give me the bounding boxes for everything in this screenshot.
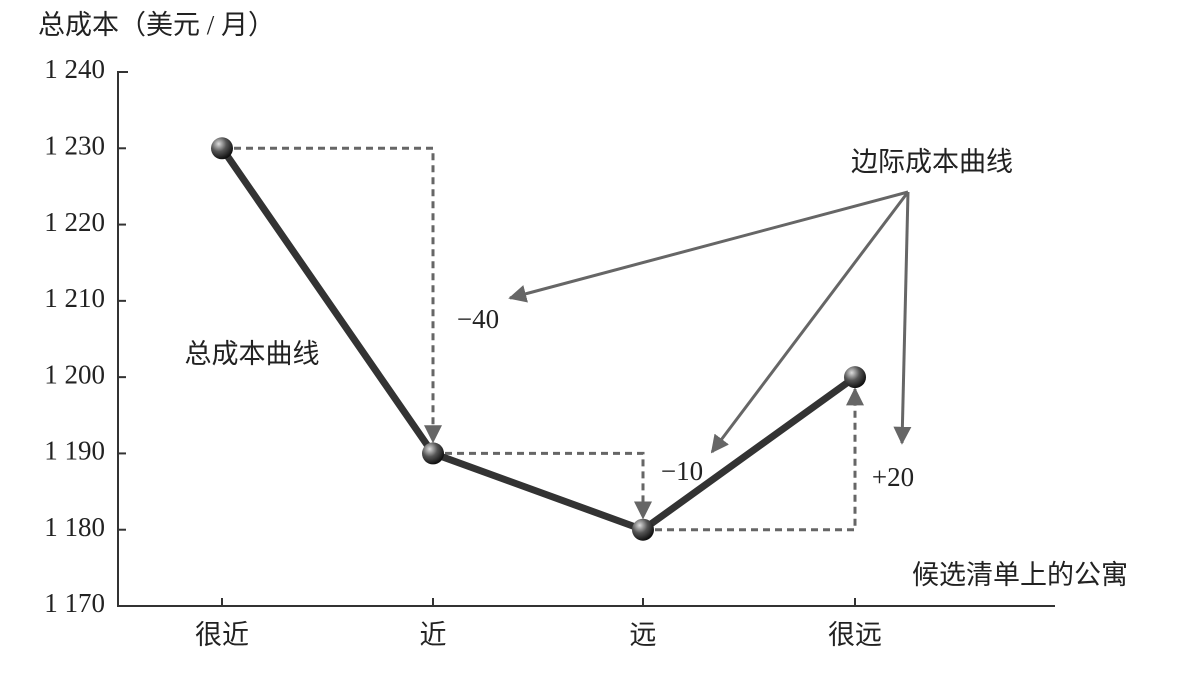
marginal-arrows <box>508 190 912 454</box>
x-tick-label: 远 <box>630 620 657 650</box>
point <box>211 137 233 160</box>
y-tick-label: 1 170 <box>44 588 105 618</box>
y-tick-label: 1 230 <box>44 130 105 160</box>
step-connector <box>222 146 442 444</box>
x-tick-label: 很近 <box>195 620 249 650</box>
y-tick-label: 1 180 <box>44 512 105 542</box>
marginal-value-label: −40 <box>457 304 499 334</box>
step-connector <box>433 451 652 520</box>
point <box>422 442 444 465</box>
step-connector <box>643 387 864 532</box>
line <box>219 146 858 534</box>
point <box>844 366 866 389</box>
marginal-arrow <box>893 191 912 445</box>
marginal-arrow <box>710 191 910 454</box>
point <box>632 518 654 541</box>
x-axis-label: 候选清单上的公寓 <box>912 560 1128 590</box>
x-tick-label: 很远 <box>828 620 882 650</box>
x-tick-label: 近 <box>420 620 447 650</box>
series-label: 总成本曲线 <box>185 339 320 369</box>
marginal-arrow <box>508 190 909 303</box>
marginal-value-label: +20 <box>872 462 914 492</box>
y-axis-label: 总成本（美元 / 月） <box>38 10 275 40</box>
y-tick-label: 1 220 <box>44 207 105 237</box>
y-tick-label: 1 190 <box>44 436 105 466</box>
marginal-value-label: −10 <box>661 456 703 486</box>
y-tick-label: 1 240 <box>44 54 105 84</box>
y-tick-label: 1 210 <box>44 283 105 313</box>
y-tick-label: 1 200 <box>44 359 105 389</box>
marginal-cost-label: 边际成本曲线 <box>851 147 1013 177</box>
